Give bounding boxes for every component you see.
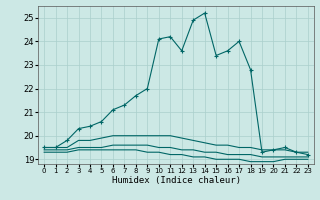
X-axis label: Humidex (Indice chaleur): Humidex (Indice chaleur) <box>111 176 241 185</box>
